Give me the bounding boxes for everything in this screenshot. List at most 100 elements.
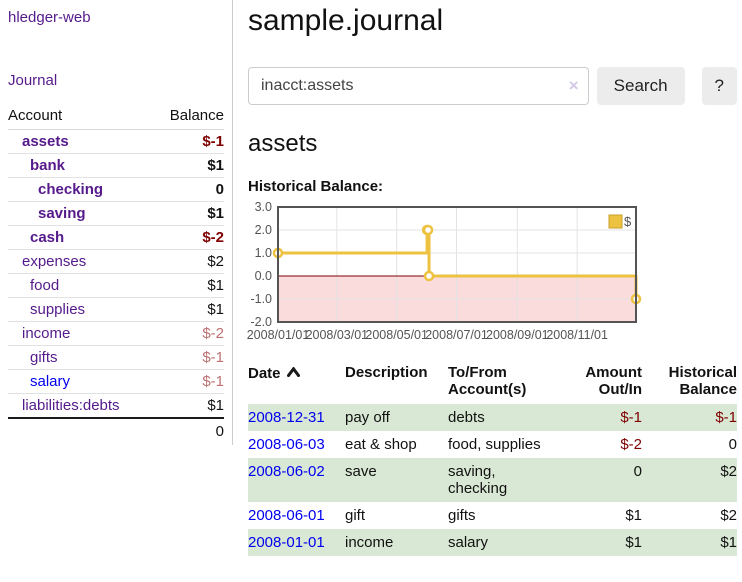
account-balance: $-2 — [153, 321, 224, 346]
register-cell-description: gift — [345, 507, 366, 524]
account-balance: $-1 — [153, 369, 224, 394]
column-header-amount: Amount Out/In — [585, 364, 642, 398]
register-cell-description: save — [345, 463, 377, 480]
account-row: bank $1 — [8, 153, 224, 178]
register-cell-accounts: gifts — [448, 507, 476, 524]
register-cell-balance: 0 — [728, 436, 737, 453]
register-cell-amount: $-1 — [620, 409, 642, 426]
register-cell-accounts: food, supplies — [448, 436, 541, 453]
account-balance: $1 — [153, 201, 224, 226]
account-heading: assets — [248, 130, 318, 157]
app: hledger-web Journal Account Balance asse… — [0, 0, 742, 556]
sidebar-account-saving[interactable]: saving — [38, 205, 86, 222]
transaction-date-link[interactable]: 2008-12-31 — [248, 409, 325, 426]
column-header-accounts: To/From Account(s) — [448, 364, 527, 398]
y-axis-tick-label: 1.0 — [255, 246, 272, 260]
main-content: sample.journal × Search ? assets Histori… — [233, 0, 742, 556]
register-cell-date: 2008-01-01 — [248, 529, 345, 556]
register-header-row: Date Description To/From Account(s) Amou… — [248, 362, 737, 404]
x-axis-tick-label: 2008/01/01 — [247, 328, 310, 342]
y-axis-tick-label: 2.0 — [255, 223, 272, 237]
accounts-column-header: Account — [8, 104, 154, 130]
search-form: × Search ? — [248, 67, 737, 105]
register-cell-date: 2008-12-31 — [248, 404, 345, 431]
register-cell-accounts: salary — [448, 534, 489, 551]
data-point-marker — [423, 270, 435, 282]
account-balance: $-1 — [153, 345, 224, 370]
data-point-marker — [422, 224, 434, 236]
account-row: gifts $-1 — [8, 345, 224, 370]
account-row: assets $-1 — [8, 130, 224, 154]
sidebar-account-food[interactable]: food — [30, 277, 60, 294]
register-table: Date Description To/From Account(s) Amou… — [248, 362, 737, 556]
sidebar-account-gifts[interactable]: gifts — [30, 349, 58, 366]
account-row: saving $1 — [8, 201, 224, 226]
account-balance: 0 — [153, 177, 224, 202]
x-axis-tick-label: 2008/11/01 — [546, 328, 608, 342]
x-axis-tick-label: 2008/05/01 — [365, 328, 428, 342]
table-row: 2008-06-03 eat & shop food, supplies $-2 0 — [248, 431, 737, 458]
balance-column-header: Balance — [153, 104, 224, 130]
accounts-total-row: 0 — [8, 417, 224, 443]
sidebar-account-assets[interactable]: assets — [22, 133, 69, 150]
register-cell-amount: $-2 — [620, 436, 642, 453]
account-row: checking 0 — [8, 177, 224, 202]
register-cell-balance: $1 — [720, 534, 737, 551]
search-input[interactable] — [248, 67, 589, 105]
chart-canvas: $3.0 2.0 1.0 0.0 -1.0 -2.02008/01/012008/03/0… — [247, 200, 642, 342]
account-balance: $1 — [153, 297, 224, 322]
account-balance: $1 — [153, 273, 224, 298]
sidebar-account-expenses[interactable]: expenses — [22, 253, 87, 270]
y-axis-tick-label: 3.0 — [255, 200, 272, 214]
accounts-table: Account Balance assets $-1 bank $1 checking 0… — [8, 104, 224, 443]
y-axis-tick-label: 0.0 — [255, 269, 272, 283]
register-cell-accounts: debts — [448, 409, 485, 426]
x-axis-tick-label: 2008/03/01 — [306, 328, 369, 342]
sidebar-account-income[interactable]: income — [22, 325, 71, 342]
y-axis-tick-label: -2.0 — [250, 315, 272, 329]
sidebar-account-salary[interactable]: salary — [30, 373, 71, 390]
sidebar-account-cash[interactable]: cash — [30, 229, 65, 246]
account-balance: $1 — [153, 393, 224, 418]
sidebar-account-bank[interactable]: bank — [30, 157, 66, 174]
x-axis-tick-label: 2008/09/01 — [486, 328, 549, 342]
account-row: liabilities:debts $1 — [8, 393, 224, 418]
sidebar-account-supplies[interactable]: supplies — [30, 301, 86, 318]
register-cell-balance: $2 — [720, 507, 737, 524]
account-balance: $-1 — [202, 133, 224, 150]
register-cell-accounts: saving, checking — [448, 463, 508, 497]
table-row: 2008-12-31 pay off debts $-1 $-1 — [248, 404, 737, 431]
account-balance: $2 — [153, 249, 224, 274]
transaction-date-link[interactable]: 2008-06-02 — [248, 463, 325, 480]
column-header-balance: Historical Balance — [668, 364, 737, 398]
sidebar-item-journal[interactable]: Journal — [8, 72, 58, 89]
account-row: salary $-1 — [8, 369, 224, 394]
sort-ascending-icon — [285, 364, 301, 381]
transaction-date-link[interactable]: 2008-06-03 — [248, 436, 325, 453]
register-cell-date: 2008-06-02 — [248, 458, 345, 502]
table-row: 2008-06-02 save saving, checking 0 $2 — [248, 458, 737, 502]
register-cell-description: income — [345, 534, 394, 551]
clear-search-icon[interactable]: × — [568, 76, 579, 95]
table-row: 2008-01-01 income salary $1 $1 — [248, 529, 737, 556]
search-button[interactable]: Search — [596, 67, 685, 105]
sidebar: hledger-web Journal Account Balance asse… — [0, 0, 233, 445]
register-cell-description: eat & shop — [345, 436, 417, 453]
transaction-date-link[interactable]: 2008-06-01 — [248, 507, 325, 524]
plot-border — [277, 206, 637, 323]
register-cell-description: pay off — [345, 409, 390, 426]
help-button[interactable]: ? — [701, 67, 737, 105]
sidebar-account-checking[interactable]: checking — [38, 181, 104, 198]
column-header-description: Description — [345, 364, 428, 381]
y-axis-tick-label: -1.0 — [250, 292, 272, 306]
register-cell-amount: 0 — [633, 463, 642, 480]
x-axis-tick-label: 2008/07/01 — [425, 328, 488, 342]
transaction-date-link[interactable]: 2008-01-01 — [248, 534, 325, 551]
register-cell-amount: $1 — [625, 507, 642, 524]
account-row: supplies $1 — [8, 297, 224, 322]
column-header-date[interactable]: Date — [248, 362, 345, 404]
brand-link[interactable]: hledger-web — [8, 9, 91, 26]
account-row: cash $-2 — [8, 225, 224, 250]
legend-swatch — [608, 214, 623, 229]
sidebar-account-liabilities-debts[interactable]: liabilities:debts — [22, 397, 120, 414]
